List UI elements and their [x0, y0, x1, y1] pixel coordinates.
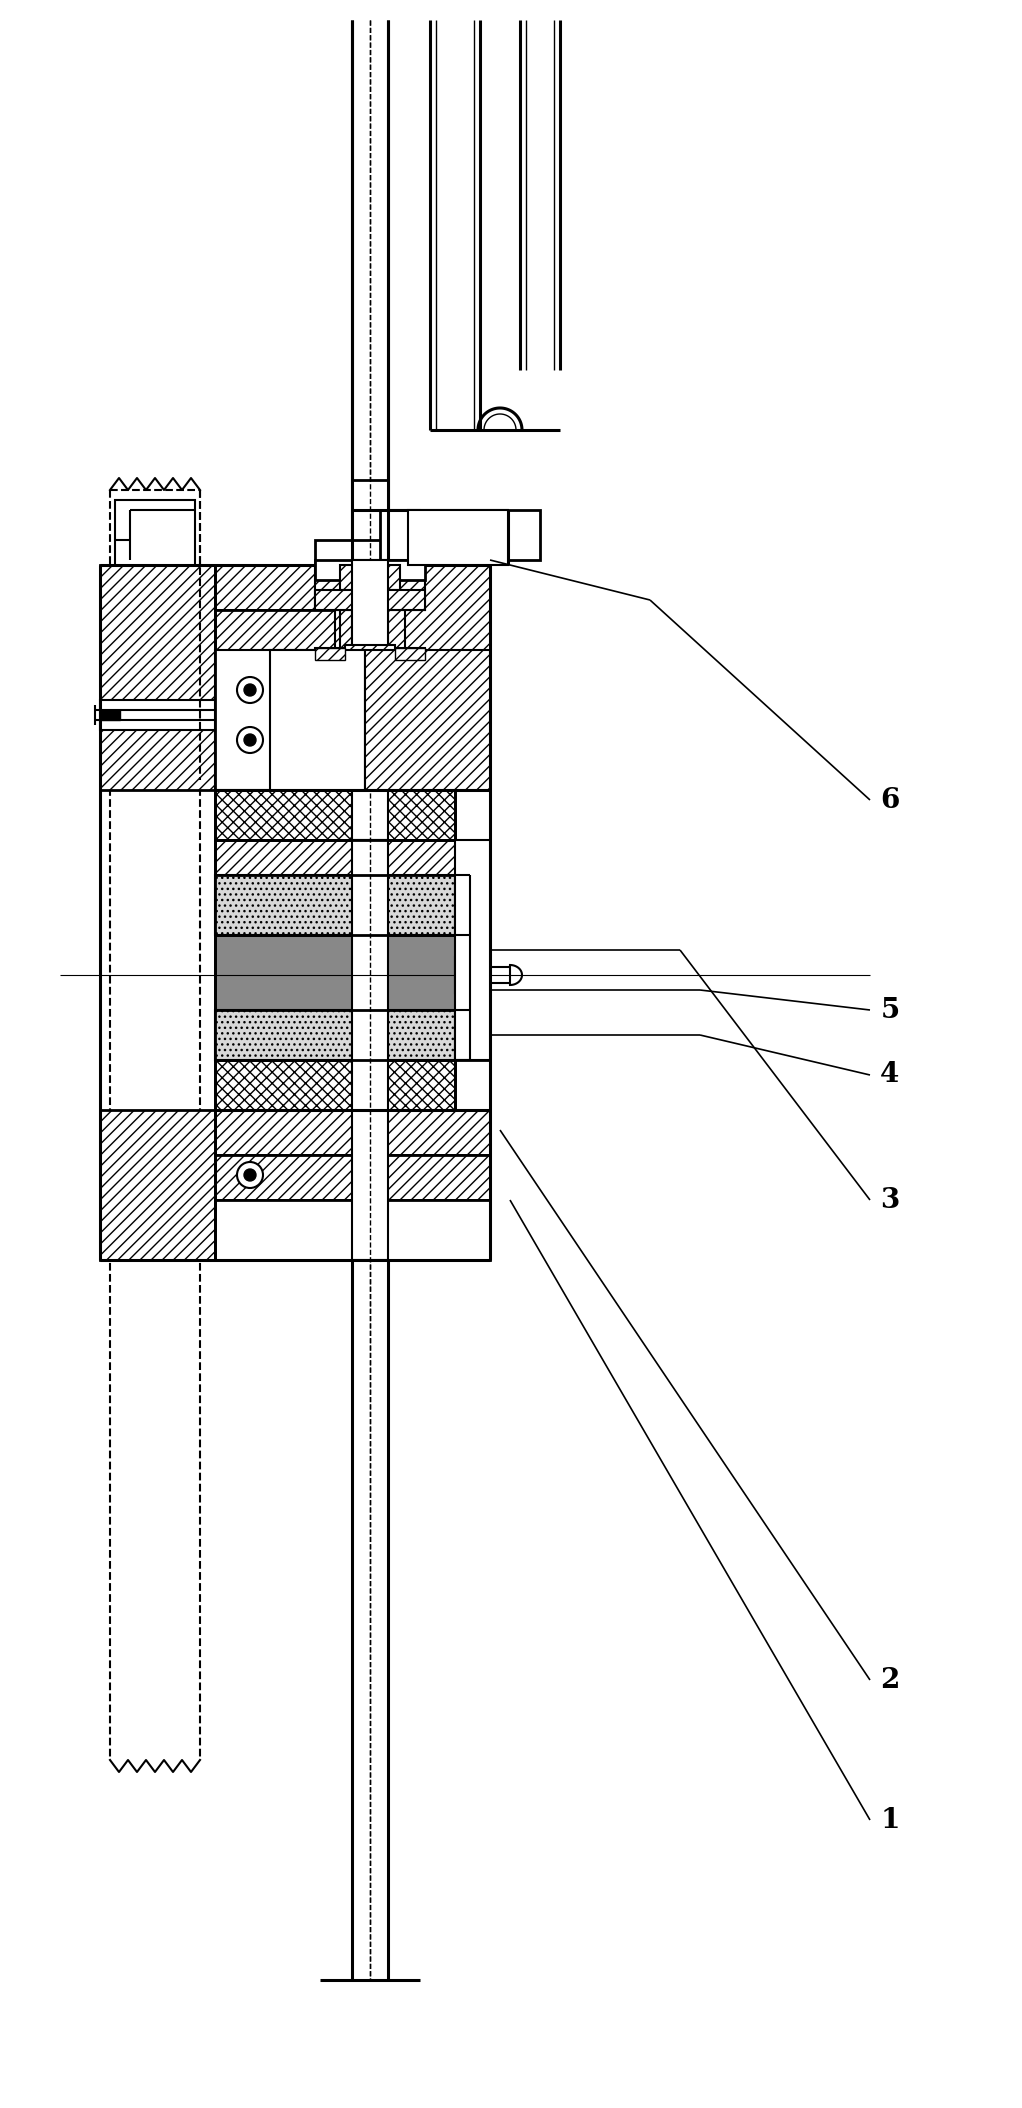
Polygon shape [352, 481, 388, 561]
Polygon shape [270, 649, 365, 790]
Polygon shape [352, 565, 388, 649]
Polygon shape [394, 647, 425, 660]
Polygon shape [352, 839, 388, 1261]
Polygon shape [100, 565, 215, 790]
Polygon shape [340, 565, 400, 590]
Polygon shape [380, 510, 490, 565]
Polygon shape [215, 609, 340, 649]
Text: 2: 2 [880, 1667, 899, 1693]
Polygon shape [215, 609, 490, 790]
Polygon shape [315, 647, 425, 681]
Polygon shape [315, 647, 345, 660]
Polygon shape [335, 609, 352, 649]
Polygon shape [215, 1060, 455, 1111]
Polygon shape [408, 510, 508, 565]
Polygon shape [358, 1010, 382, 1060]
Polygon shape [358, 1060, 382, 1111]
Polygon shape [315, 590, 425, 609]
Polygon shape [358, 936, 382, 1010]
Polygon shape [388, 510, 540, 561]
Circle shape [244, 683, 256, 696]
Polygon shape [215, 1010, 455, 1060]
Polygon shape [455, 839, 490, 1060]
Polygon shape [215, 875, 455, 936]
Circle shape [244, 734, 256, 746]
Polygon shape [215, 649, 340, 790]
Circle shape [244, 1170, 256, 1180]
Polygon shape [365, 649, 490, 790]
Polygon shape [345, 645, 394, 681]
Polygon shape [483, 968, 510, 982]
Text: 6: 6 [880, 786, 899, 814]
Polygon shape [340, 565, 490, 649]
Polygon shape [388, 565, 425, 609]
Polygon shape [352, 649, 388, 839]
Circle shape [237, 727, 263, 753]
Polygon shape [215, 1111, 490, 1155]
Polygon shape [215, 790, 455, 839]
Polygon shape [335, 660, 405, 681]
Polygon shape [100, 1111, 215, 1261]
Text: 5: 5 [880, 997, 899, 1024]
Polygon shape [315, 561, 425, 580]
Polygon shape [215, 1199, 490, 1261]
Polygon shape [100, 700, 215, 729]
Polygon shape [352, 561, 388, 649]
Polygon shape [215, 875, 455, 936]
Polygon shape [388, 609, 405, 649]
Polygon shape [100, 710, 120, 721]
Polygon shape [215, 565, 490, 609]
Polygon shape [358, 790, 382, 839]
Polygon shape [315, 565, 352, 609]
Text: 3: 3 [880, 1187, 899, 1214]
Polygon shape [315, 565, 425, 609]
Polygon shape [215, 1010, 455, 1060]
Circle shape [237, 1162, 263, 1189]
Text: 4: 4 [880, 1062, 899, 1088]
Polygon shape [115, 500, 195, 590]
Polygon shape [215, 839, 460, 875]
Circle shape [237, 677, 263, 702]
Polygon shape [455, 957, 485, 993]
Polygon shape [215, 1155, 490, 1199]
Text: 1: 1 [880, 1807, 899, 1834]
Polygon shape [215, 936, 455, 1010]
Polygon shape [315, 540, 425, 569]
